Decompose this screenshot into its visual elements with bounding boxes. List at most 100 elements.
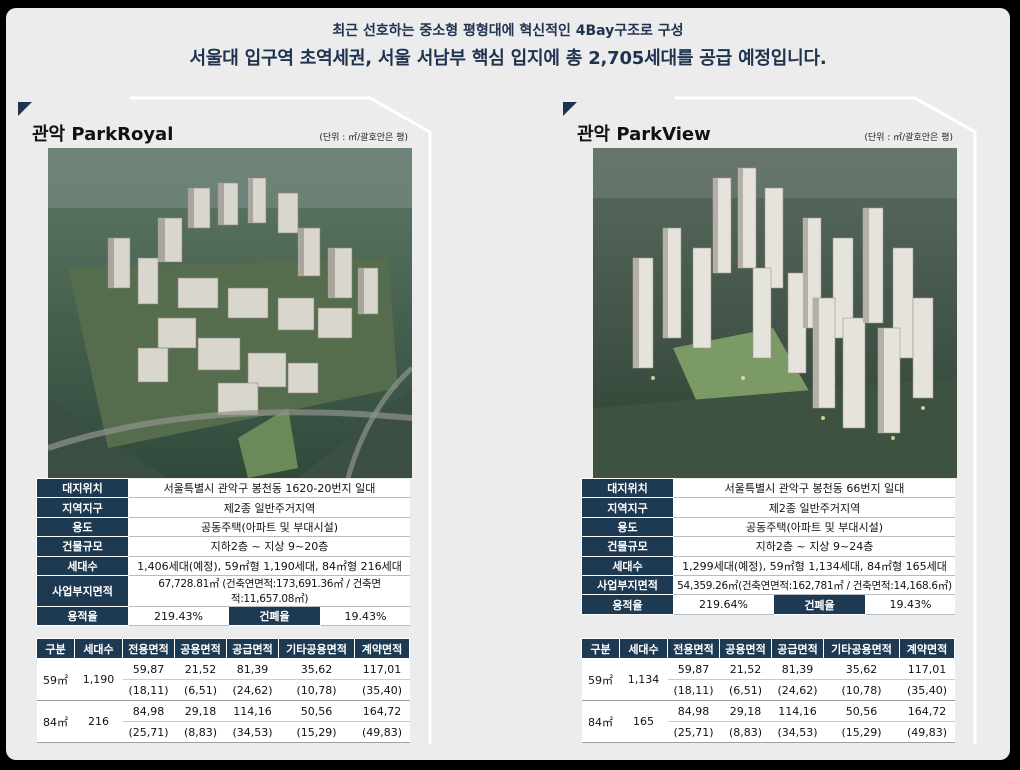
info-row: 지역지구 제2종 일반주거지역 — [581, 497, 955, 518]
info-row: 지역지구 제2종 일반주거지역 — [36, 497, 410, 518]
complex-title: 관악 ParkView — [577, 124, 711, 145]
corner-mark-icon — [563, 102, 577, 116]
info-value: 제2종 일반주거지역 — [128, 497, 410, 518]
area-header: 기타공용면적 — [823, 638, 900, 659]
unit-count: 1,134 — [619, 658, 668, 701]
info-label: 용도 — [36, 516, 129, 538]
area-value: 50,56 — [278, 700, 355, 722]
unit-type: 59㎡ — [36, 658, 75, 701]
area-header: 세대수 — [619, 638, 668, 659]
info-value: 서울특별시 관악구 봉천동 1620-20번지 일대 — [128, 478, 410, 499]
area-value: (35,40) — [354, 679, 410, 701]
area-value: (10,78) — [823, 679, 900, 701]
unit-type: 84㎡ — [36, 700, 75, 743]
unit-type: 84㎡ — [581, 700, 620, 743]
info-label: 세대수 — [36, 555, 129, 576]
info-label: 사업부지면적 — [36, 574, 129, 607]
area-value: 164,72 — [899, 700, 955, 722]
area-header: 세대수 — [74, 638, 123, 659]
area-header: 전용면적 — [667, 638, 720, 659]
area-value: (34,53) — [771, 721, 824, 743]
area-value: 114,16 — [226, 700, 279, 722]
unit-area-table: 구분 세대수 전용면적 공용면적 공급면적 기타공용면적 계약면적 59㎡ 1,… — [581, 638, 955, 743]
unit-type: 59㎡ — [581, 658, 620, 701]
info-row: 사업부지면적 67,728.81㎡ (건축연면적:173,691.36㎡ / 건… — [36, 574, 410, 607]
area-header: 공용면적 — [719, 638, 772, 659]
area-value: 114,16 — [771, 700, 824, 722]
area-row-sqm: 84㎡ 216 84,98 29,18 114,16 50,56 164,72 — [36, 700, 410, 743]
area-row-sqm: 59㎡ 1,134 59,87 21,52 81,39 35,62 117,01 — [581, 658, 955, 701]
unit-count: 165 — [619, 700, 668, 743]
info-row: 세대수 1,299세대(예정), 59㎡형 1,134세대, 84㎡형 165세… — [581, 555, 955, 576]
area-value: (34,53) — [226, 721, 279, 743]
area-value: (25,71) — [122, 721, 175, 743]
info-row: 용도 공동주택(아파트 및 부대시설) — [581, 516, 955, 538]
area-value: 29,18 — [719, 700, 772, 722]
unit-area-table: 구분 세대수 전용면적 공용면적 공급면적 기타공용면적 계약면적 59㎡ 1,… — [36, 638, 410, 743]
area-value: 21,52 — [174, 658, 227, 680]
info-value: 지하2층 ~ 지상 9~20층 — [128, 536, 410, 557]
info-value: 1,299세대(예정), 59㎡형 1,134세대, 84㎡형 165세대 — [673, 556, 955, 576]
area-header: 공용면적 — [174, 638, 227, 659]
area-value: 81,39 — [226, 658, 279, 680]
floor-area-ratio-label: 용적율 — [36, 605, 129, 627]
area-header: 계약면적 — [899, 638, 955, 659]
area-row-pyeong: (18,11) (6,51) (24,62) (10,78) (35,40) — [37, 679, 410, 701]
info-row: 세대수 1,406세대(예정), 59㎡형 1,190세대, 84㎡형 216세… — [36, 555, 410, 576]
info-label: 지역지구 — [36, 497, 129, 518]
area-value: 117,01 — [354, 658, 410, 680]
info-value: 지하2층 ~ 지상 9~24층 — [673, 536, 955, 557]
info-value: 서울특별시 관악구 봉천동 66번지 일대 — [673, 478, 955, 499]
coverage-ratio-label: 건폐율 — [773, 594, 866, 615]
area-value: (35,40) — [899, 679, 955, 701]
unit-count: 216 — [74, 700, 123, 743]
info-value: 공동주택(아파트 및 부대시설) — [128, 517, 410, 538]
coverage-ratio-value: 19.43% — [320, 606, 410, 627]
area-row-sqm: 59㎡ 1,190 59,87 21,52 81,39 35,62 117,01 — [36, 658, 410, 701]
area-header: 기타공용면적 — [278, 638, 355, 659]
area-value: 35,62 — [823, 658, 900, 680]
area-value: (25,71) — [667, 721, 720, 743]
unit-count: 1,190 — [74, 658, 123, 701]
panel-border — [675, 96, 977, 744]
unit-note: (단위 : ㎡/괄호안은 평) — [864, 133, 953, 143]
area-header: 전용면적 — [122, 638, 175, 659]
area-header: 구분 — [36, 638, 75, 659]
area-header-row: 구분 세대수 전용면적 공용면적 공급면적 기타공용면적 계약면적 — [36, 638, 410, 659]
info-label: 세대수 — [581, 555, 674, 576]
floor-area-ratio-value: 219.64% — [673, 594, 774, 615]
complex-panel-parkview: 관악 ParkView (단위 : ㎡/괄호안은 평) — [555, 92, 983, 754]
info-value: 67,728.81㎡ (건축연면적:173,691.36㎡ / 건축면적:11,… — [128, 575, 410, 607]
area-value: 117,01 — [899, 658, 955, 680]
unit-note: (단위 : ㎡/괄호안은 평) — [319, 133, 408, 143]
complex-aerial-image — [48, 148, 412, 478]
info-value: 제2종 일반주거지역 — [673, 497, 955, 518]
area-header-row: 구분 세대수 전용면적 공용면적 공급면적 기타공용면적 계약면적 — [581, 638, 955, 659]
area-row-pyeong: (18,11) (6,51) (24,62) (10,78) (35,40) — [582, 679, 955, 701]
complex-title: 관악 ParkRoyal — [32, 124, 174, 145]
info-row: 사업부지면적 54,359.26㎡(건축연면적:162,781㎡ / 건축면적:… — [581, 574, 955, 596]
area-value: (24,62) — [226, 679, 279, 701]
area-value: 21,52 — [719, 658, 772, 680]
info-row-ratios: 용적율 219.64% 건폐율 19.43% — [581, 594, 955, 615]
area-value: 84,98 — [667, 700, 720, 722]
info-value: 공동주택(아파트 및 부대시설) — [673, 517, 955, 538]
area-value: 59,87 — [122, 658, 175, 680]
complex-aerial-image — [593, 148, 957, 478]
area-row-sqm: 84㎡ 165 84,98 29,18 114,16 50,56 164,72 — [581, 700, 955, 743]
area-value: 84,98 — [122, 700, 175, 722]
area-value: 29,18 — [174, 700, 227, 722]
complex-info-table: 대지위치 서울특별시 관악구 봉천동 66번지 일대 지역지구 제2종 일반주거… — [581, 477, 955, 615]
area-value: (15,29) — [278, 721, 355, 743]
info-row: 건물규모 지하2층 ~ 지상 9~24층 — [581, 536, 955, 557]
area-header: 공급면적 — [771, 638, 824, 659]
area-header: 구분 — [581, 638, 620, 659]
area-value: (18,11) — [122, 679, 175, 701]
info-label: 건물규모 — [36, 536, 129, 557]
info-value: 54,359.26㎡(건축연면적:162,781㎡ / 건축면적:14,168.… — [673, 575, 955, 596]
area-value: 164,72 — [354, 700, 410, 722]
area-value: (49,83) — [354, 721, 410, 743]
info-row: 용도 공동주택(아파트 및 부대시설) — [36, 516, 410, 538]
info-row-ratios: 용적율 219.43% 건폐율 19.43% — [36, 605, 410, 627]
info-label: 대지위치 — [36, 477, 129, 499]
